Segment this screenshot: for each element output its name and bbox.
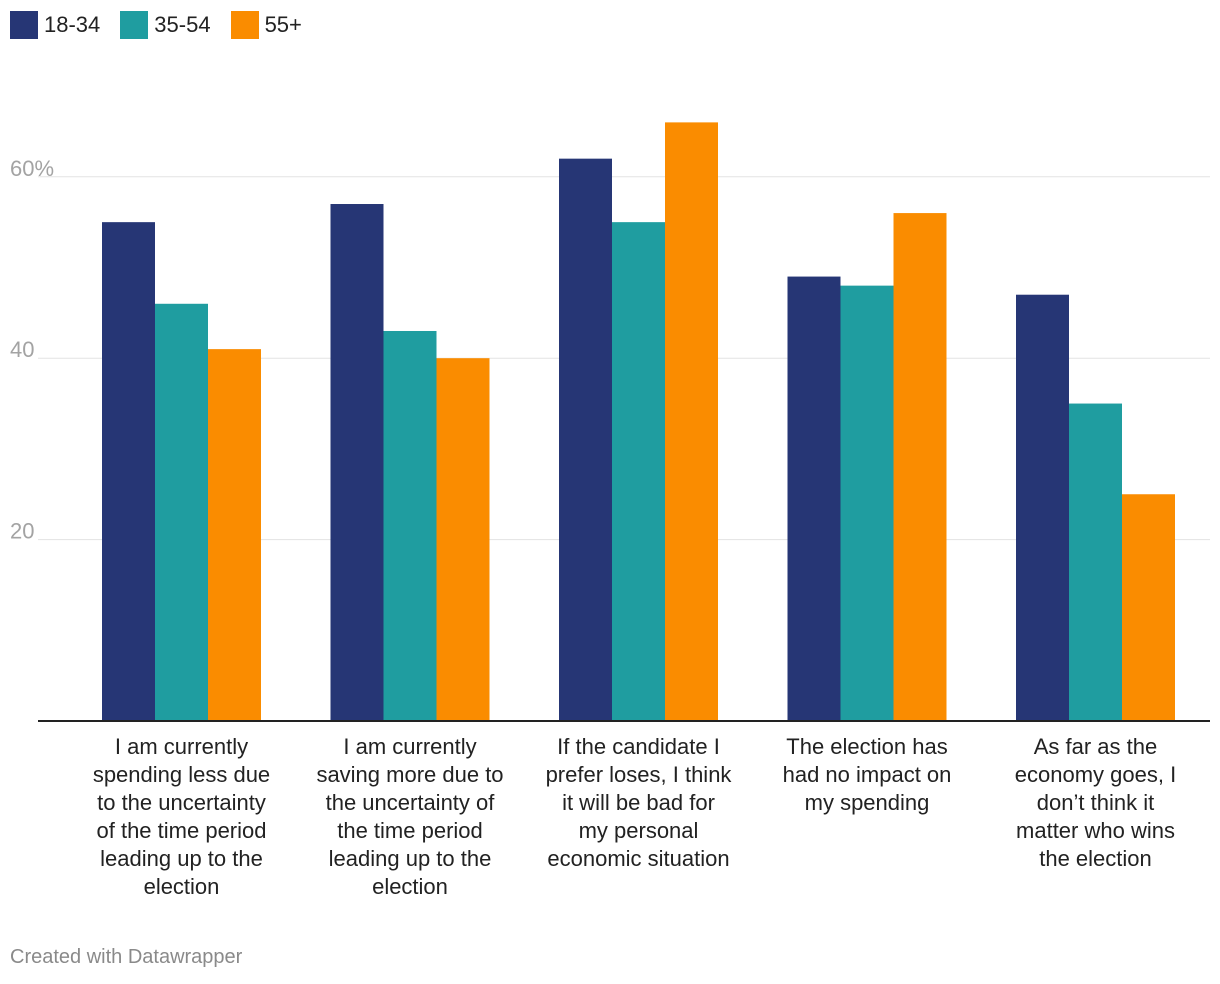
category-label-1: I am currently saving more due to the unce… [316,734,504,899]
category-label-0: I am currently spending less due to the un… [92,734,271,899]
bar-55-4 [1122,494,1175,721]
y-tick-label-40: 40 [10,337,34,362]
legend-item-0: 18-34 [10,11,100,39]
y-tick-label-60: 60% [10,156,54,181]
bar-1834-4 [1016,294,1069,721]
legend-swatch-1 [120,11,149,39]
legend-swatch-0 [10,11,38,39]
legend-swatch-2 [230,11,259,39]
bar-55-0 [208,349,261,721]
footer-credit: Created with Datawrapper [10,946,243,968]
bar-3554-3 [840,285,894,721]
y-tick-label-20: 20 [10,519,34,544]
bar-1834-1 [330,204,384,721]
legend: 18-34 35-54 55+ [10,11,322,39]
legend-label-2: 55+ [264,12,302,37]
legend-item-2: 55+ [230,11,302,39]
category-label-3: The election has had no impact on my spend… [782,734,952,815]
legend-label-1: 35-54 [154,12,211,37]
bar-1834-0 [102,222,155,721]
legend-item-1: 35-54 [120,11,211,39]
bar-3554-0 [155,303,208,721]
bar-3554-2 [612,222,665,721]
bar-55-1 [436,358,490,721]
legend-label-0: 18-34 [44,12,101,37]
bar-1834-2 [559,158,612,721]
bar-1834-3 [787,276,841,721]
bar-3554-4 [1069,403,1122,721]
bar-3554-1 [383,330,437,721]
bar-55-2 [665,122,718,721]
bar-55-3 [893,213,947,721]
